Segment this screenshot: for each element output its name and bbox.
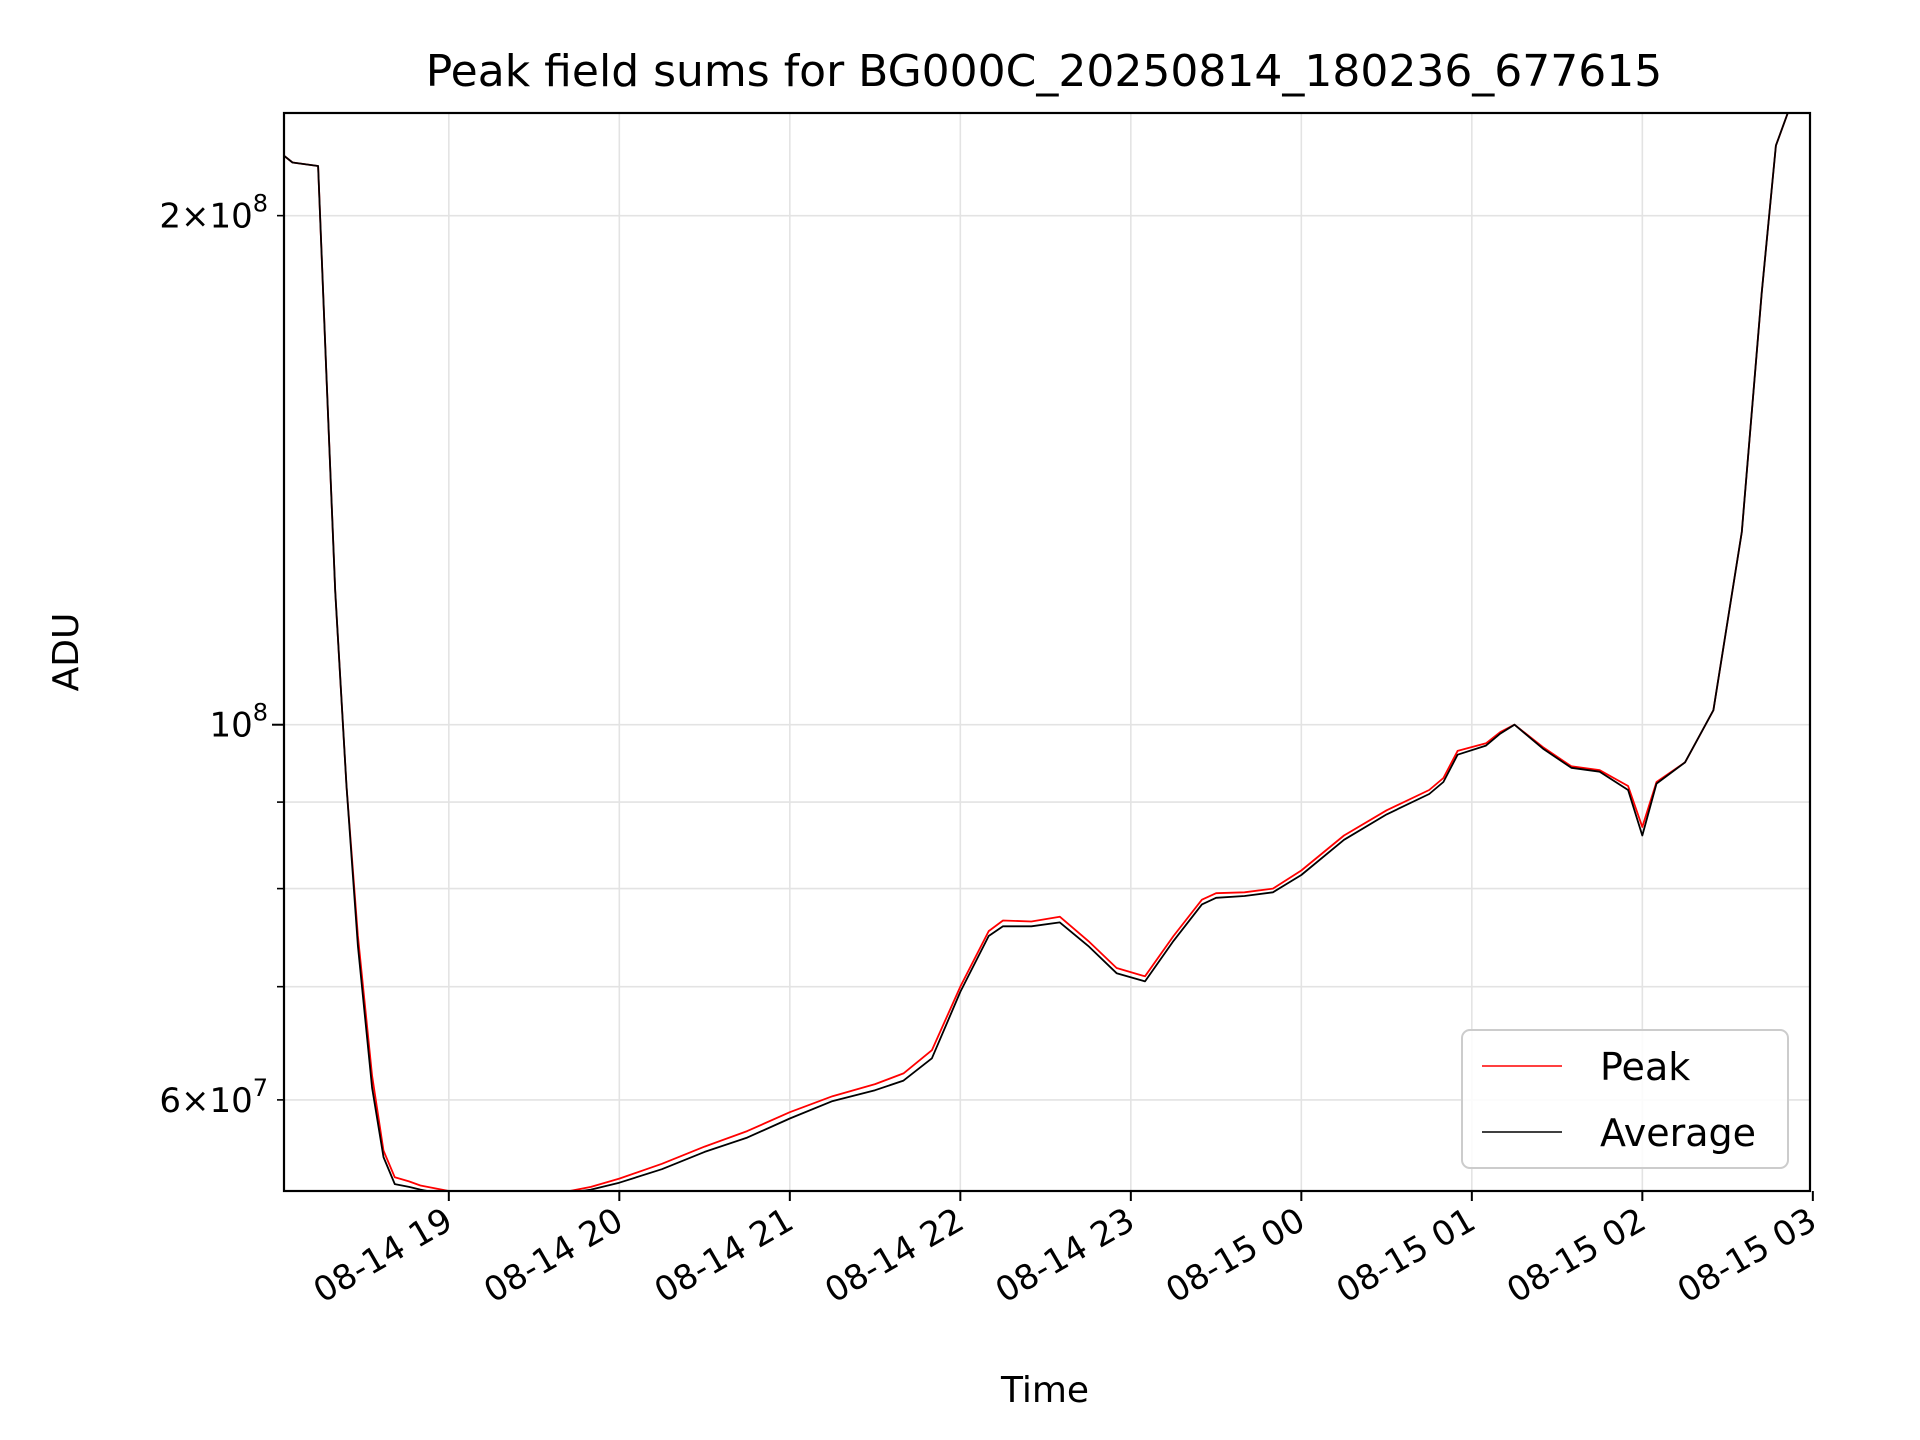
y-tick-base: 10 xyxy=(209,1081,252,1121)
legend-box xyxy=(1461,1029,1789,1169)
y-tick-exponent: 8 xyxy=(253,699,268,727)
y-tick-base: 10 xyxy=(209,706,252,746)
y-tick-exponent: 7 xyxy=(253,1074,268,1102)
x-axis-title: Time xyxy=(1000,1370,1089,1411)
plot-series xyxy=(284,113,1789,1191)
y-tick-label: 6×107 xyxy=(159,1074,268,1121)
y-tick-mantissa: 6 xyxy=(159,1081,181,1121)
y-tick-base: 10 xyxy=(209,197,252,237)
series-line-average xyxy=(284,113,1789,1191)
y-tick-mantissa: 2 xyxy=(159,197,181,237)
y-tick-label: 108 xyxy=(209,699,268,746)
chart-title: Peak field sums for BG000C_20250814_1802… xyxy=(426,46,1663,97)
y-tick-label: 2×108 xyxy=(159,190,268,237)
legend-label-peak: Peak xyxy=(1600,1045,1690,1089)
y-tick-exponent: 8 xyxy=(253,190,268,218)
series-line-peak xyxy=(284,113,1789,1191)
plot-frame xyxy=(282,111,1812,1193)
y-axis-title: ADU xyxy=(46,613,87,692)
legend: Peak Average xyxy=(1461,1029,1789,1169)
legend-label-average: Average xyxy=(1600,1111,1756,1155)
y-tick-times: × xyxy=(181,197,210,237)
y-tick-times: × xyxy=(181,1081,210,1121)
